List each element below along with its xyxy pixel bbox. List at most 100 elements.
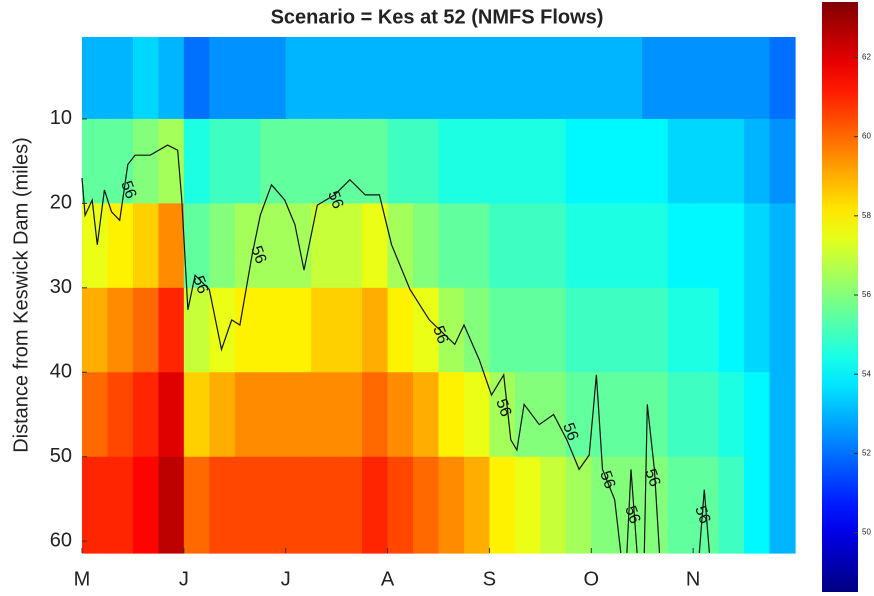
contour-label: 56 [189,274,211,297]
heat-cell [616,118,643,204]
heat-cell [769,287,796,373]
contour-label: 56 [641,467,663,490]
heat-cell [540,287,567,373]
heat-cell [489,287,516,373]
heat-cell [336,456,363,554]
heat-cell [362,118,389,204]
heat-cell [565,118,592,204]
heat-cell [718,203,745,289]
y-axis-label: Distance from Keswick Dam (miles) [10,137,32,453]
heat-cell [107,118,134,204]
x-tick-label: S [483,568,496,590]
heat-cell [514,118,541,204]
heat-cell [489,372,516,458]
heat-cell [438,456,465,554]
heat-cell [642,456,669,554]
heat-cell [209,203,236,289]
heat-cell [260,287,287,373]
heat-cell [132,287,159,373]
heat-cell [642,118,669,204]
x-tick-label: N [686,568,700,590]
heat-cell [285,372,312,458]
y-tick-label: 60 [50,529,72,551]
y-tick-label: 10 [50,107,72,129]
heat-cell [132,456,159,554]
heat-cell [234,203,261,289]
contour-label: 56 [596,469,618,492]
heat-cell [362,287,389,373]
contour-label: 56 [324,189,346,212]
heat-cell [744,287,771,373]
heat-cell [413,118,440,204]
heat-cell [209,118,236,204]
heat-cell [132,372,159,458]
heat-cell [463,203,491,289]
heat-cell [82,287,109,373]
colorbar-tick-label: 56 [862,290,871,299]
heat-cell [311,456,338,554]
heat-cell [693,372,720,458]
heat-cell [718,37,745,120]
heat-cell [183,37,210,120]
heat-cell [132,37,159,120]
heat-cell [744,203,771,289]
heat-cell [183,372,210,458]
heat-cell [158,37,185,120]
heat-cell [158,372,185,458]
heat-cell [183,203,210,289]
heat-cell [158,456,185,554]
heat-cell [438,203,465,289]
heat-cell [769,37,796,120]
heat-cell [413,456,440,554]
heat-cell [234,118,261,204]
heat-cell [667,37,694,120]
heat-cell [132,118,159,204]
heat-cell [616,203,643,289]
heat-cell [438,37,465,120]
heat-cell [336,287,363,373]
heat-cell [642,203,669,289]
heat-cell [311,37,338,120]
heat-cell [438,287,465,373]
heat-cell [336,203,363,289]
contour-label: 56 [691,504,713,527]
heat-cell [260,118,287,204]
heat-cell [693,287,720,373]
heat-cell [769,118,796,204]
heat-cell [489,456,516,554]
heat-cell [744,372,771,458]
heat-cell [209,456,236,554]
heat-cell [336,37,363,120]
heat-cell [362,37,389,120]
heat-cell [514,287,541,373]
heat-cell [514,203,541,289]
heat-cell [718,287,745,373]
heat-cell [107,456,134,554]
heat-cell [667,203,694,289]
heat-cell [107,372,134,458]
heat-cell [489,118,516,204]
heat-cell [209,372,236,458]
colorbar-tick-label: 62 [862,53,871,62]
heat-cell [540,37,567,120]
x-tick-label: J [179,568,189,590]
heat-cell [667,372,694,458]
colorbar-tick-label: 52 [862,449,871,458]
heat-cell [565,456,592,554]
heat-cell [591,118,618,204]
heat-cell [489,203,516,289]
heat-cell [591,287,618,373]
heat-cell [82,118,109,204]
heat-cell [209,287,236,373]
heat-cell [616,372,643,458]
heat-cell [107,37,134,120]
heat-cell [438,118,465,204]
heat-cell [132,203,159,289]
heat-cell [260,456,287,554]
heat-cell [642,287,669,373]
heat-cell [82,372,109,458]
heat-cell [183,287,210,373]
heat-cell [336,372,363,458]
heat-cell [362,372,389,458]
heat-cell [718,456,745,554]
